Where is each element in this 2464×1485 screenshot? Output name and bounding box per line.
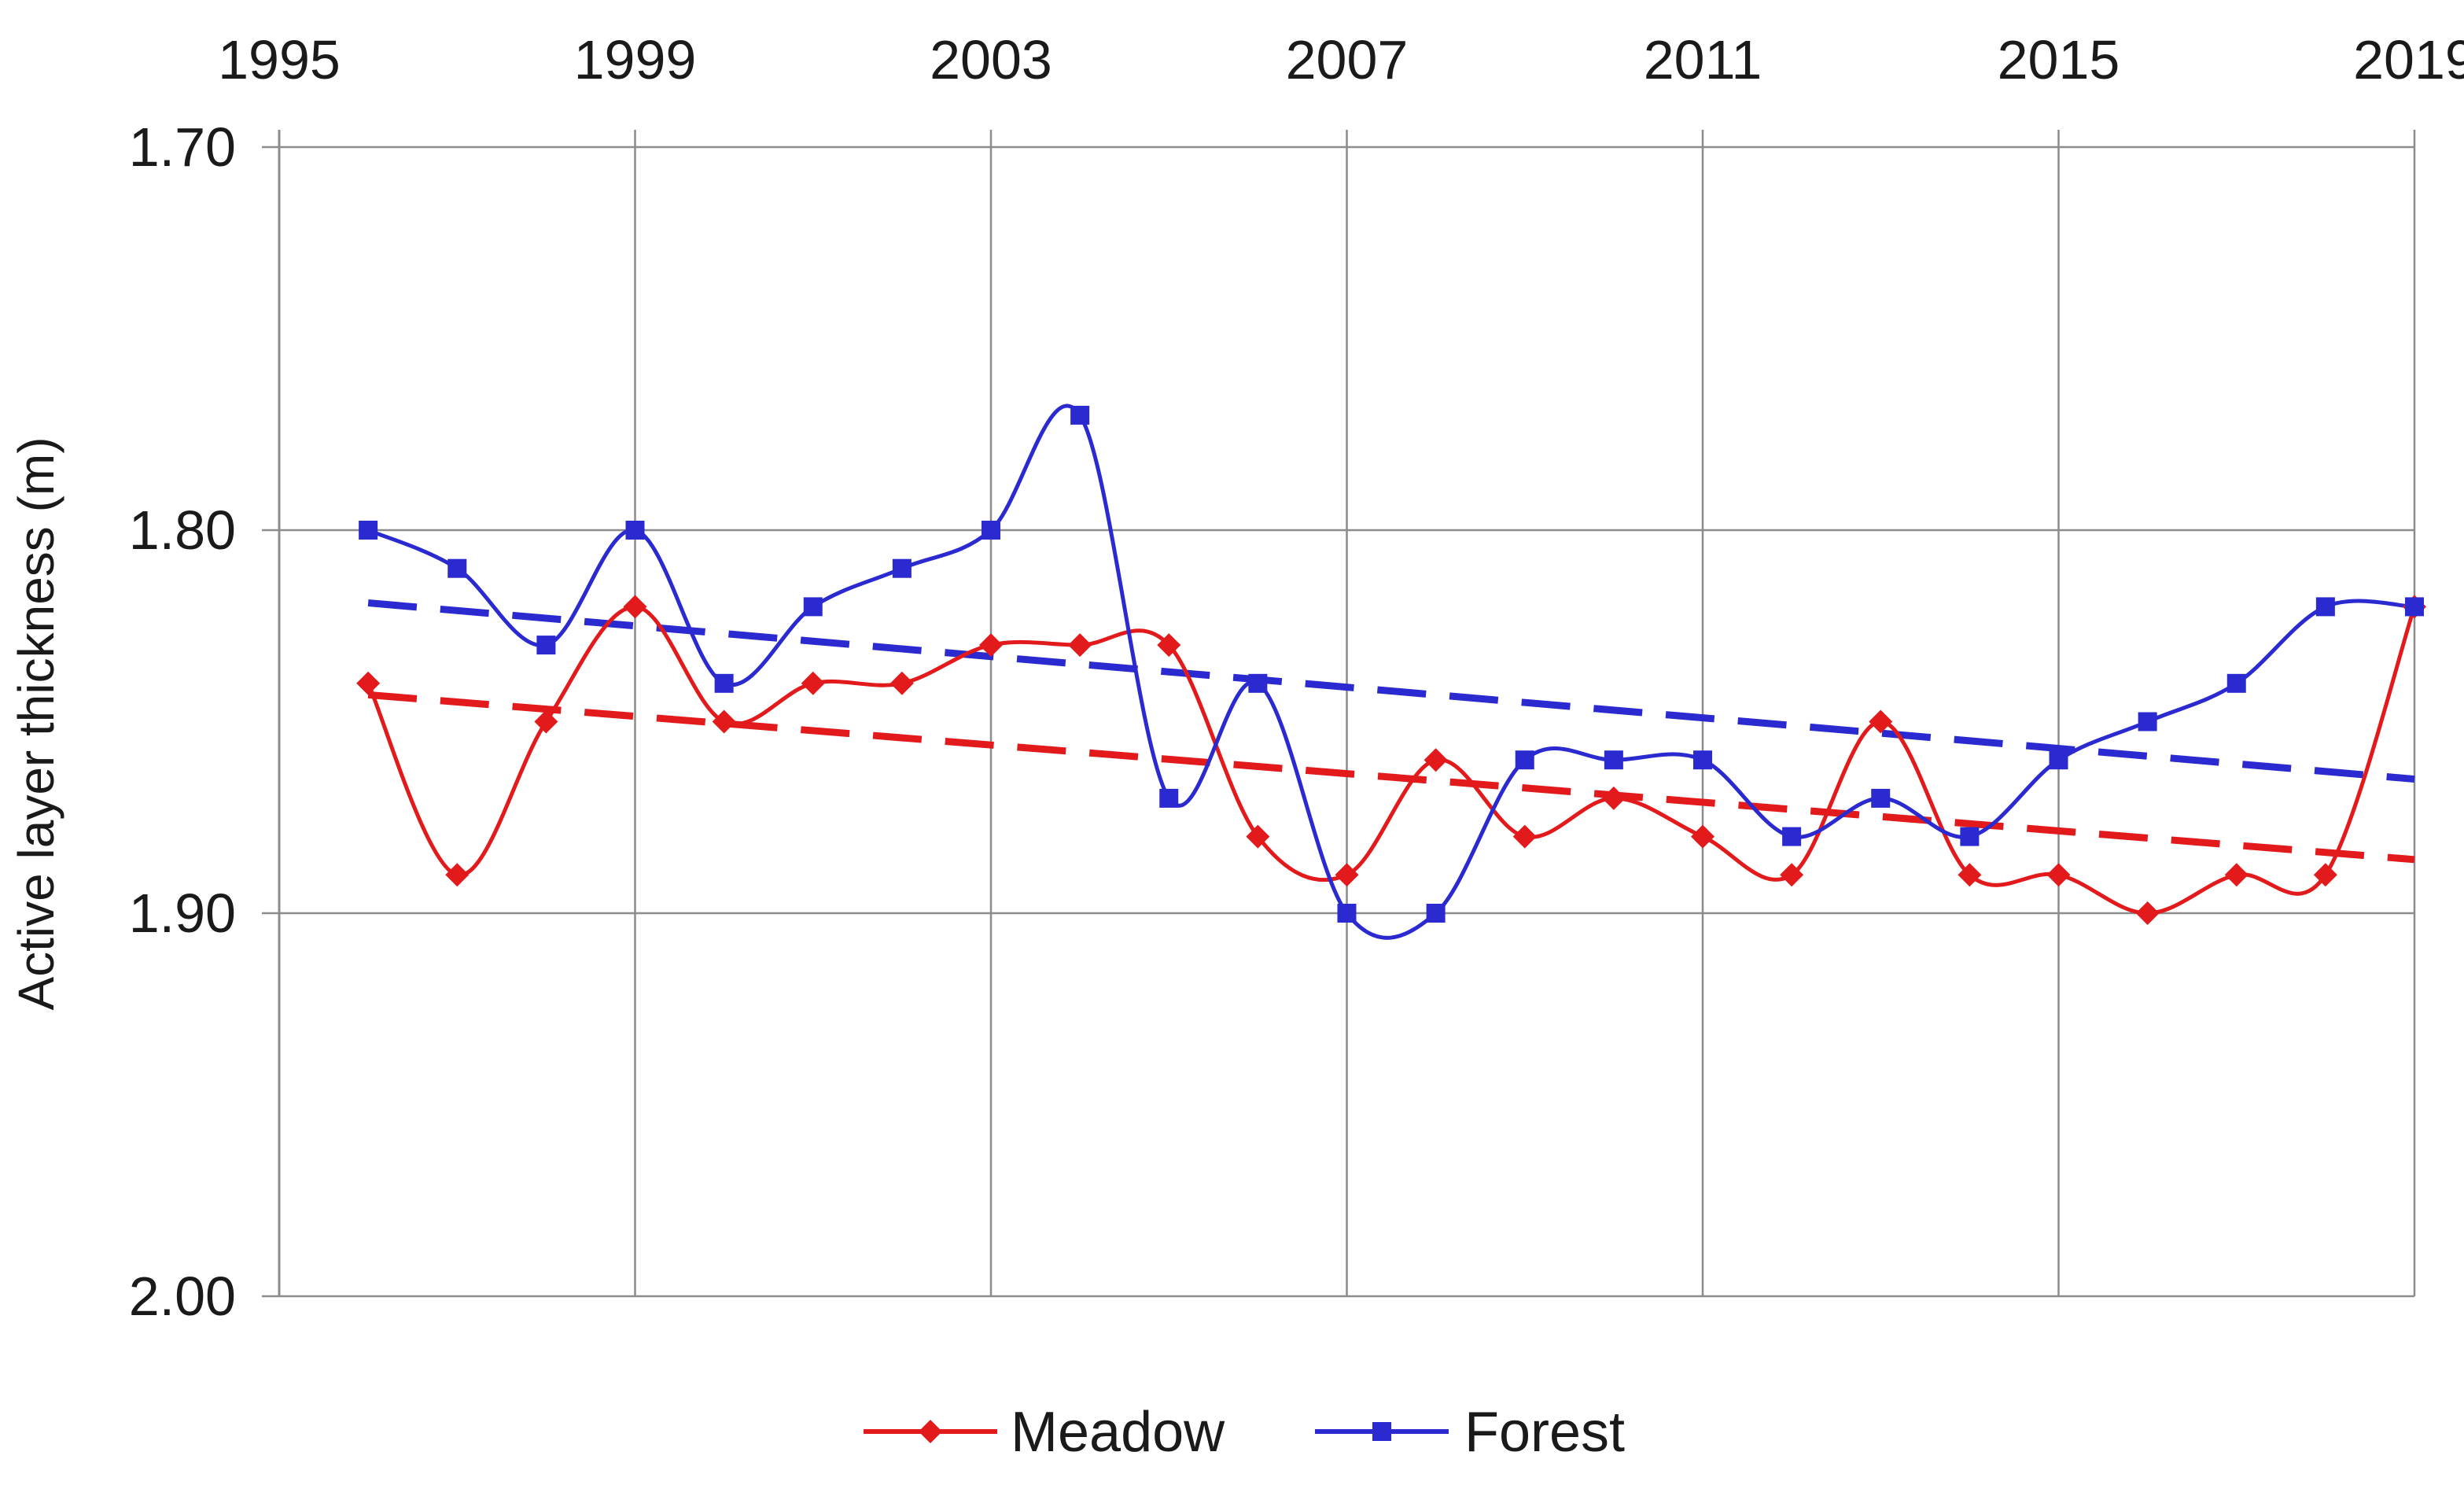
meadow-data-point bbox=[1068, 633, 1092, 658]
legend: Meadow Forest bbox=[864, 1401, 1625, 1464]
meadow-data-point bbox=[889, 671, 914, 695]
meadow-data-point bbox=[1601, 786, 1626, 810]
forest-data-point bbox=[1515, 750, 1534, 770]
meadow-data-point bbox=[1512, 824, 1537, 849]
legend-marker-forest bbox=[1372, 1422, 1391, 1441]
meadow-data-point bbox=[801, 671, 825, 695]
forest-data-point bbox=[982, 521, 1000, 540]
forest-data-point bbox=[1960, 827, 1980, 846]
legend-label-forest: Forest bbox=[1464, 1401, 1625, 1464]
forest-data-point bbox=[1159, 788, 1179, 808]
forest-series-line bbox=[367, 403, 2415, 940]
legend-item-forest: Forest bbox=[1315, 1401, 1625, 1464]
y-tick-label: 1.80 bbox=[129, 499, 236, 561]
forest-data-point bbox=[447, 558, 467, 578]
series-lines bbox=[366, 403, 2417, 940]
meadow-data-point bbox=[2224, 863, 2249, 887]
forest-data-point bbox=[1782, 827, 1802, 846]
forest-data-point bbox=[625, 521, 645, 540]
x-tick-label: 2011 bbox=[1644, 29, 1762, 90]
x-tick-label: 1995 bbox=[218, 29, 341, 90]
forest-data-point bbox=[2315, 597, 2335, 617]
meadow-data-point bbox=[1958, 863, 1982, 887]
meadow-data-point bbox=[356, 671, 381, 695]
forest-data-point bbox=[1871, 788, 1891, 808]
forest-data-point bbox=[892, 558, 912, 578]
meadow-trendline bbox=[367, 691, 2415, 864]
forest-data-point bbox=[2049, 750, 2068, 770]
y-tick-label: 1.90 bbox=[129, 883, 236, 944]
meadow-data-point bbox=[623, 595, 647, 619]
legend-item-meadow: Meadow bbox=[864, 1401, 1225, 1464]
meadow-data-point bbox=[1424, 748, 1448, 772]
forest-data-point bbox=[1604, 750, 1623, 770]
x-tick-label: 1999 bbox=[574, 29, 697, 90]
forest-data-point bbox=[1426, 904, 1446, 923]
meadow-data-point bbox=[1780, 863, 1804, 887]
axes bbox=[262, 130, 2416, 1298]
y-axis-title: Active layer thickness (m) bbox=[8, 437, 64, 1010]
x-tick-label: 2019 bbox=[2353, 29, 2464, 90]
tick-labels: 1.70 1.80 1.90 2.00 1995 1999 2003 2007 2011 2015… bbox=[129, 29, 2464, 1327]
meadow-series-line bbox=[366, 604, 2417, 916]
y-tick-label: 1.70 bbox=[129, 116, 236, 178]
forest-data-point bbox=[1070, 405, 1090, 425]
meadow-data-point bbox=[1691, 824, 1714, 849]
x-tick-label: 2015 bbox=[1998, 29, 2120, 90]
meadow-data-point bbox=[2313, 863, 2337, 887]
forest-data-point bbox=[2405, 597, 2424, 617]
legend-label-meadow: Meadow bbox=[1011, 1401, 1225, 1464]
meadow-data-point bbox=[712, 709, 736, 734]
legend-marker-meadow bbox=[919, 1420, 942, 1443]
x-tick-label: 2007 bbox=[1286, 29, 1409, 90]
meadow-data-point bbox=[1246, 824, 1270, 849]
forest-data-point bbox=[1248, 673, 1268, 693]
forest-data-point bbox=[536, 636, 556, 655]
forest-data-point bbox=[2226, 673, 2246, 693]
series-markers bbox=[356, 405, 2426, 925]
forest-data-point bbox=[1337, 904, 1357, 923]
meadow-data-point bbox=[2135, 901, 2160, 925]
forest-data-point bbox=[359, 521, 378, 540]
y-tick-label: 2.00 bbox=[129, 1266, 236, 1327]
forest-data-point bbox=[803, 597, 823, 617]
meadow-data-point bbox=[445, 863, 470, 887]
meadow-data-point bbox=[2046, 863, 2071, 887]
x-tick-label: 2003 bbox=[930, 29, 1052, 90]
meadow-data-point bbox=[1157, 633, 1181, 658]
meadow-data-point bbox=[1335, 863, 1359, 887]
meadow-data-point bbox=[534, 709, 558, 734]
forest-data-point bbox=[2138, 712, 2157, 731]
forest-data-point bbox=[714, 673, 734, 693]
meadow-data-point bbox=[979, 633, 1003, 658]
forest-data-point bbox=[1693, 750, 1712, 770]
meadow-data-point bbox=[1869, 709, 1893, 734]
